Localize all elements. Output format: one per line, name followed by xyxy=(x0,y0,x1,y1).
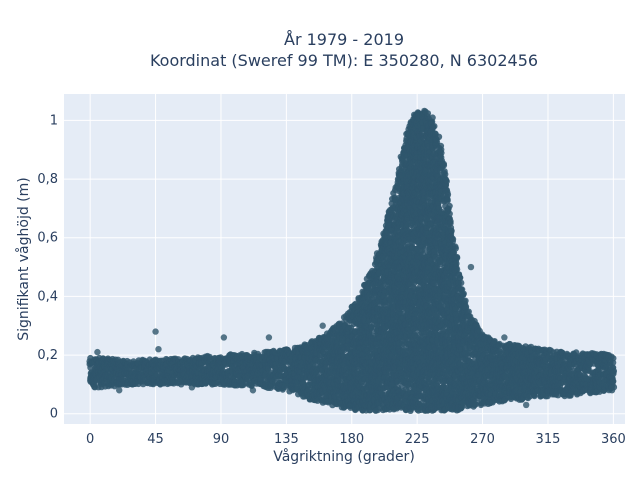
data-points xyxy=(86,107,618,414)
chart-subtitle: Koordinat (Sweref 99 TM): E 350280, N 63… xyxy=(150,51,538,70)
chart-title: År 1979 - 2019 xyxy=(284,30,404,49)
